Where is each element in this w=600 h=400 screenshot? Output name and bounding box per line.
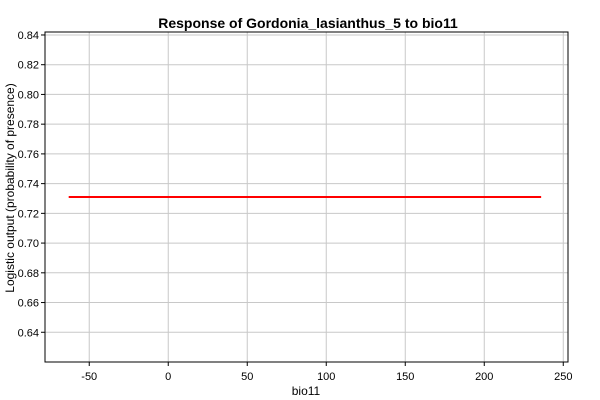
x-tick-label: 100 bbox=[317, 371, 335, 383]
y-tick-label: 0.76 bbox=[18, 149, 39, 161]
x-tick-label: 250 bbox=[554, 371, 572, 383]
y-tick-label: 0.70 bbox=[18, 238, 39, 250]
y-tick-label: 0.74 bbox=[18, 179, 39, 191]
x-tick-label: -50 bbox=[81, 371, 97, 383]
y-axis: 0.64 0.66 0.68 0.70 0.72 0.74 0.76 0.78 0.80 0.82… bbox=[18, 30, 45, 339]
x-tick-label: 50 bbox=[241, 371, 253, 383]
y-tick-label: 0.82 bbox=[18, 60, 39, 72]
plot-area bbox=[44, 31, 569, 363]
y-tick-label: 0.64 bbox=[18, 327, 39, 339]
x-tick-label: 150 bbox=[396, 371, 414, 383]
x-axis-label: bio11 bbox=[292, 384, 321, 398]
x-tick-label: 200 bbox=[475, 371, 493, 383]
y-tick-label: 0.80 bbox=[18, 89, 39, 101]
y-axis-label: Logistic output (probability of presence… bbox=[3, 83, 17, 292]
y-tick-label: 0.72 bbox=[18, 208, 39, 220]
x-axis: -50 0 50 100 150 200 250 bbox=[81, 362, 572, 383]
y-tick-label: 0.66 bbox=[18, 298, 39, 310]
y-tick-label: 0.78 bbox=[18, 119, 39, 131]
y-tick-label: 0.84 bbox=[18, 30, 39, 42]
chart-title: Response of Gordonia_lasianthus_5 to bio… bbox=[158, 15, 458, 31]
grid bbox=[45, 32, 568, 362]
y-tick-label: 0.68 bbox=[18, 268, 39, 280]
x-tick-label: 0 bbox=[165, 371, 171, 383]
